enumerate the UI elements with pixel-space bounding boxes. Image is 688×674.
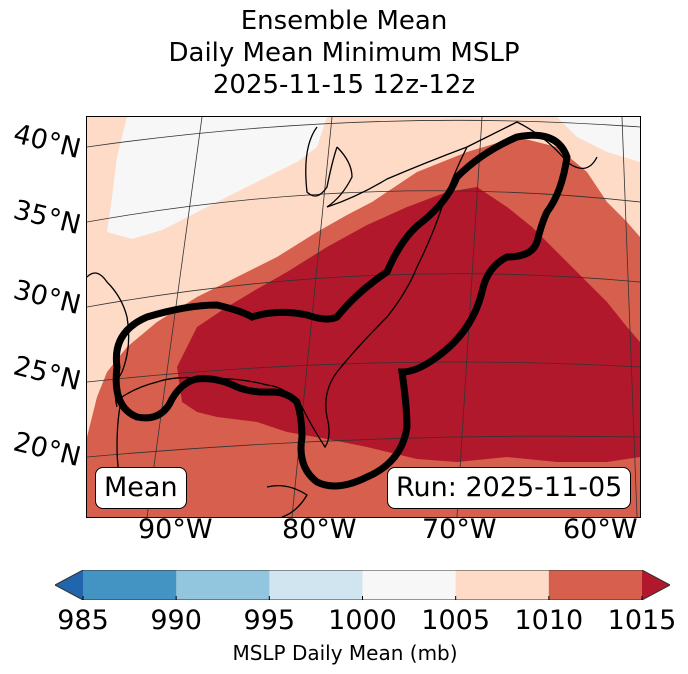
lat-label-20n: 20°N (10, 426, 84, 474)
graticule (87, 117, 640, 517)
colorbar-bin-985-990 (83, 570, 177, 600)
map-svg (87, 117, 640, 517)
lat-label-40n: 40°N (10, 118, 84, 166)
title-line-2: Daily Mean Minimum MSLP (168, 38, 520, 68)
colorbar-tick-label: 1000 (328, 605, 397, 636)
colorbar-label: MSLP Daily Mean (mb) (232, 641, 458, 665)
colorbar (55, 570, 670, 600)
lon-label-60w: 60°W (563, 514, 638, 545)
title-line-3: 2025-11-15 12z-12z (212, 70, 476, 100)
colorbar-extend-high (642, 570, 670, 600)
mean-label-box: Mean (95, 467, 187, 509)
lat-label-25n: 25°N (10, 350, 84, 398)
run-date-box: Run: 2025-11-05 (387, 467, 632, 509)
colorbar-tick-label: 1010 (514, 605, 584, 636)
colorbar-extend-low (55, 570, 83, 600)
colorbar-bin-1005-1010 (455, 570, 550, 600)
colorbar-tick-label: 995 (243, 605, 296, 636)
colorbar-bin-995-1000 (269, 570, 363, 600)
lat-label-35n: 35°N (10, 194, 84, 242)
title-line-1: Ensemble Mean (240, 6, 448, 36)
colorbar-bin-990-995 (176, 570, 270, 600)
colorbar-tick-label: 1015 (607, 605, 677, 636)
colorbar-bin-1000-1005 (362, 570, 457, 600)
lon-label-80w: 80°W (282, 514, 357, 545)
colorbar-tick-label: 990 (150, 605, 202, 636)
contour-1015 (112, 131, 571, 490)
fill-1000-1005-west (107, 117, 327, 239)
colorbar-tick-label: 985 (57, 605, 109, 636)
lon-label-70w: 70°W (422, 514, 497, 545)
lon-label-90w: 90°W (138, 514, 213, 545)
map-panel (87, 117, 640, 517)
colorbar-tick-label: 1005 (421, 605, 491, 636)
lat-label-30n: 30°N (10, 274, 84, 322)
colorbar-bin-1010-1015 (548, 570, 643, 600)
fill-1000-1005-northeast (557, 117, 640, 162)
